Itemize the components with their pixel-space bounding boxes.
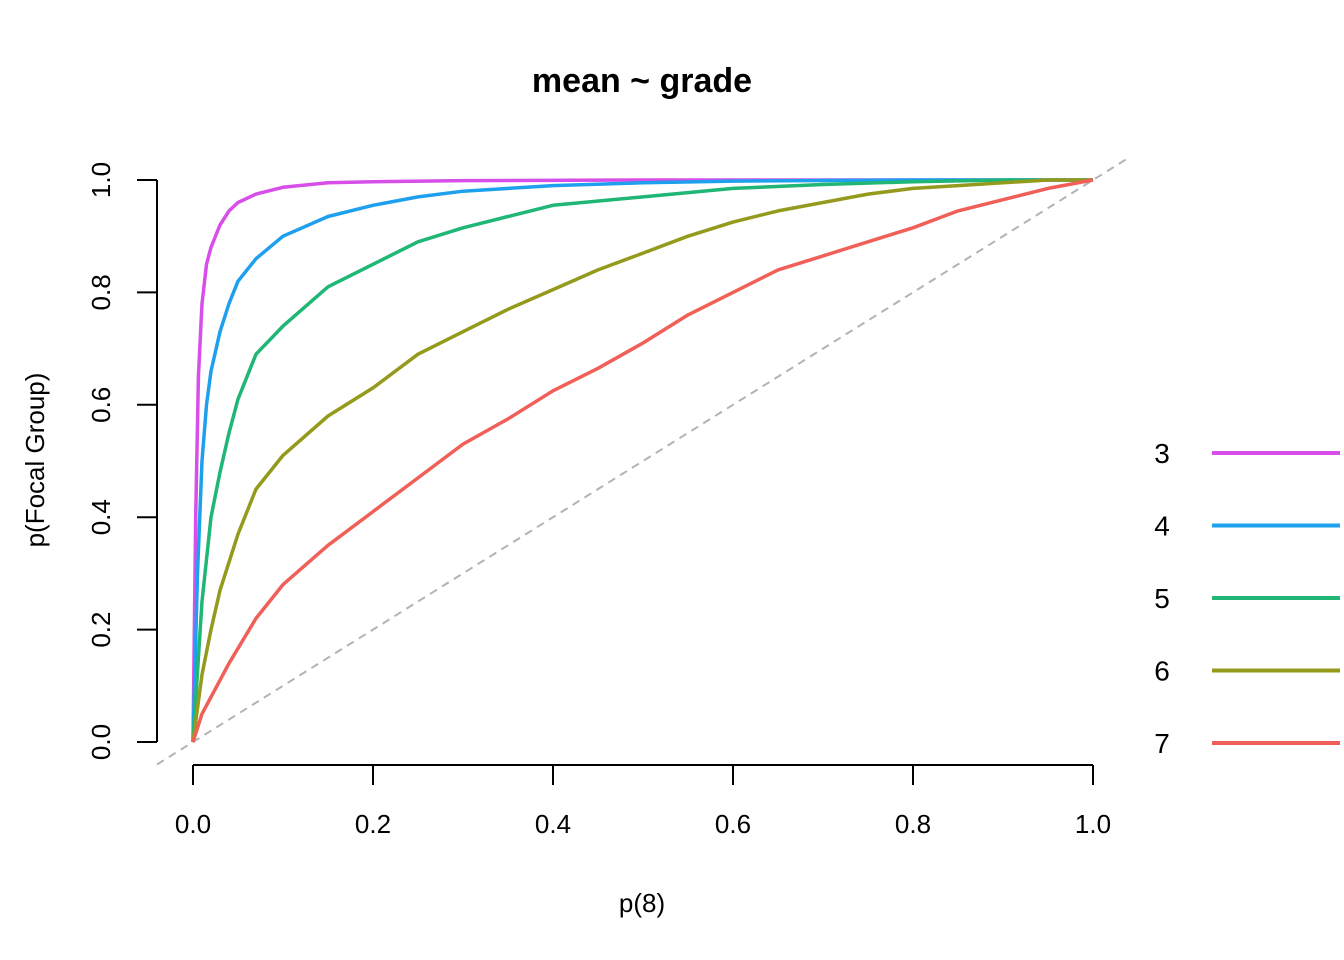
y-tick-label: 0.0 (86, 724, 116, 760)
chart-title: mean ~ grade (532, 62, 752, 100)
x-axis: 0.0 0.2 0.4 0.6 0.8 1.0 (175, 764, 1111, 839)
y-tick-label: 0.8 (86, 274, 116, 310)
series-layer (191, 178, 1094, 743)
legend-label-3: 3 (1154, 438, 1170, 469)
legend-label-4: 4 (1154, 511, 1170, 542)
series-line-6 (191, 178, 1093, 743)
series-line-7 (191, 178, 1094, 743)
series-line-3 (191, 178, 1093, 743)
series-line-4 (191, 178, 1093, 743)
y-tick-label: 0.4 (86, 499, 116, 535)
x-axis-label: p(8) (619, 888, 665, 918)
reference-diagonal (156, 156, 1130, 766)
y-tick-label: 0.6 (86, 387, 116, 423)
legend: 3 4 5 6 7 (1154, 438, 1340, 759)
y-tick-label: 0.2 (86, 612, 116, 648)
x-tick-label: 0.2 (355, 809, 391, 839)
x-tick-label: 1.0 (1075, 809, 1111, 839)
series-line-5 (191, 178, 1093, 743)
x-tick-label: 0.0 (175, 809, 211, 839)
legend-label-5: 5 (1154, 583, 1170, 614)
y-axis-label: p(Focal Group) (20, 373, 50, 548)
x-tick-label: 0.4 (535, 809, 571, 839)
legend-label-7: 7 (1154, 728, 1170, 759)
x-tick-label: 0.6 (715, 809, 751, 839)
x-tick-label: 0.8 (895, 809, 931, 839)
y-tick-label: 1.0 (86, 162, 116, 198)
legend-label-6: 6 (1154, 656, 1170, 687)
y-axis: 0.0 0.2 0.4 0.6 0.8 1.0 (86, 162, 158, 760)
